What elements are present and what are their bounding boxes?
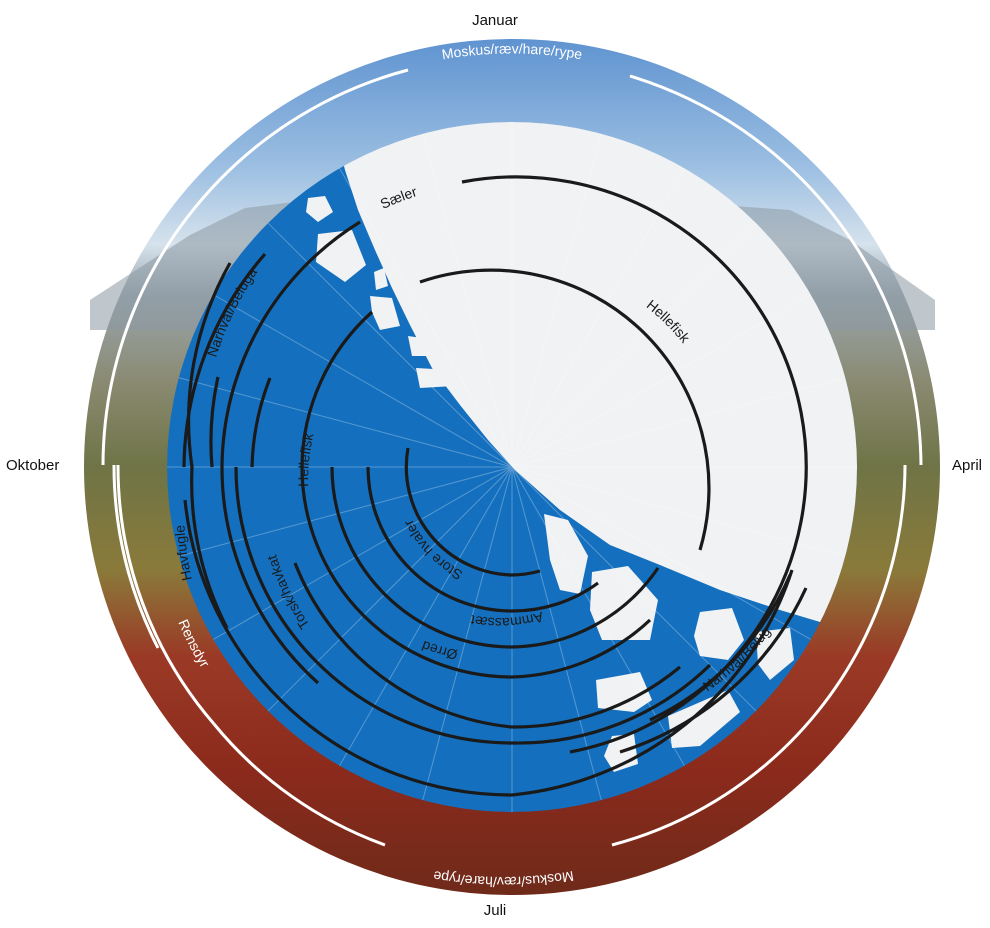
outer-ring-arc bbox=[212, 723, 386, 847]
narhval-left-arc bbox=[187, 262, 232, 629]
outer-ring-arc bbox=[629, 74, 923, 466]
outer-top-label: Moskus/ræv/hare/rype bbox=[441, 40, 584, 62]
divider-line bbox=[267, 466, 513, 712]
narhval-left-arc-2 bbox=[209, 376, 220, 468]
divider-line bbox=[339, 466, 513, 767]
divider-line bbox=[511, 466, 812, 640]
oerred-arc bbox=[330, 466, 660, 649]
divider-line bbox=[422, 466, 513, 801]
store-hvaler-arc bbox=[404, 447, 541, 577]
divider-line bbox=[178, 377, 513, 468]
outer-bottom-label: Moskus/ræv/hare/rype bbox=[432, 868, 575, 890]
divider-line bbox=[511, 466, 846, 557]
torsk-arc-top bbox=[250, 377, 272, 468]
outer-ring-arc bbox=[112, 464, 160, 649]
month-label-october: Oktober bbox=[6, 457, 60, 474]
divider-line bbox=[511, 133, 602, 468]
narhval-right-arc bbox=[649, 574, 792, 722]
hellefisk-summer-arc bbox=[419, 268, 711, 551]
hellefisk-winter-arc bbox=[300, 310, 374, 468]
divider-line bbox=[212, 466, 513, 640]
divider-line bbox=[178, 466, 513, 557]
divider-line bbox=[511, 222, 757, 468]
divider-line bbox=[511, 294, 812, 468]
hellefisk-winter-arc-2 bbox=[300, 466, 652, 679]
divider-line bbox=[511, 466, 757, 712]
outer-ring-arc bbox=[101, 68, 409, 466]
narhval-right-arc-2 bbox=[619, 587, 808, 754]
divider-line bbox=[511, 466, 602, 801]
season-arcs bbox=[182, 175, 808, 797]
divider-line bbox=[339, 167, 513, 468]
havfugle-arc bbox=[183, 499, 794, 797]
sea-ice-area bbox=[330, 122, 857, 640]
havfugle-arc-top bbox=[182, 252, 267, 468]
outer-ring-arc bbox=[611, 464, 907, 847]
divider-line bbox=[511, 167, 685, 468]
ammassaet-arc bbox=[366, 466, 599, 613]
month-label-july: Juli bbox=[483, 902, 507, 919]
saeler-arc-left bbox=[220, 220, 361, 685]
torsk-arc bbox=[293, 562, 682, 729]
torsk-arc-2 bbox=[234, 466, 712, 745]
divider-line bbox=[422, 133, 513, 468]
hellefisk-winter-label: Hellefisk bbox=[295, 431, 317, 487]
divider-line bbox=[511, 377, 846, 468]
outer-ring-arc bbox=[116, 464, 216, 725]
month-label-january: Januar bbox=[472, 12, 518, 29]
month-label-april: April bbox=[951, 457, 982, 474]
month-divider-lines bbox=[167, 122, 857, 812]
